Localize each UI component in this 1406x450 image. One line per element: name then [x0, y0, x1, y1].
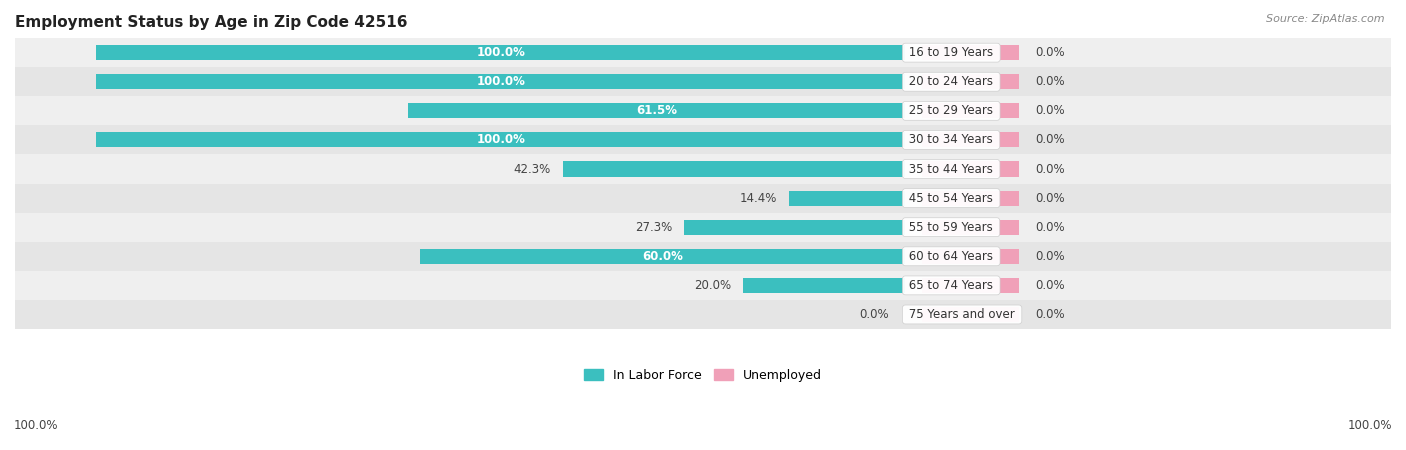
Text: 42.3%: 42.3% [513, 162, 551, 176]
Bar [921, 132, 1019, 148]
Bar [921, 278, 1019, 293]
Bar [96, 45, 905, 60]
Bar [15, 38, 1391, 67]
Bar [921, 220, 1019, 235]
Text: 100.0%: 100.0% [477, 134, 524, 146]
Text: 61.5%: 61.5% [636, 104, 676, 117]
Bar [921, 307, 1019, 322]
Text: 0.0%: 0.0% [1035, 308, 1064, 321]
Text: 60.0%: 60.0% [643, 250, 683, 263]
Bar [921, 45, 1019, 60]
Bar [96, 74, 905, 89]
Text: 0.0%: 0.0% [1035, 250, 1064, 263]
Text: 60 to 64 Years: 60 to 64 Years [905, 250, 997, 263]
Text: 0.0%: 0.0% [1035, 162, 1064, 176]
Text: 30 to 34 Years: 30 to 34 Years [905, 134, 997, 146]
Text: 0.0%: 0.0% [1035, 75, 1064, 88]
Text: 45 to 54 Years: 45 to 54 Years [905, 192, 997, 205]
Text: 55 to 59 Years: 55 to 59 Years [905, 220, 997, 234]
Text: 100.0%: 100.0% [1347, 419, 1392, 432]
Bar [15, 213, 1391, 242]
Text: 20.0%: 20.0% [695, 279, 731, 292]
Text: 0.0%: 0.0% [1035, 46, 1064, 59]
Text: 14.4%: 14.4% [740, 192, 776, 205]
Bar [420, 249, 905, 264]
Bar [921, 190, 1019, 206]
Text: 75 Years and over: 75 Years and over [905, 308, 1019, 321]
Text: 65 to 74 Years: 65 to 74 Years [905, 279, 997, 292]
Text: Source: ZipAtlas.com: Source: ZipAtlas.com [1267, 14, 1385, 23]
Bar [789, 190, 905, 206]
Text: 0.0%: 0.0% [1035, 104, 1064, 117]
Bar [744, 278, 905, 293]
Bar [562, 162, 905, 176]
Bar [15, 271, 1391, 300]
Text: 0.0%: 0.0% [1035, 220, 1064, 234]
Bar [921, 103, 1019, 118]
Bar [15, 184, 1391, 213]
Text: Employment Status by Age in Zip Code 42516: Employment Status by Age in Zip Code 425… [15, 15, 408, 30]
Bar [921, 74, 1019, 89]
Bar [685, 220, 905, 235]
Bar [15, 242, 1391, 271]
Text: 0.0%: 0.0% [859, 308, 889, 321]
Text: 100.0%: 100.0% [477, 46, 524, 59]
Text: 16 to 19 Years: 16 to 19 Years [905, 46, 997, 59]
Text: 0.0%: 0.0% [1035, 134, 1064, 146]
Legend: In Labor Force, Unemployed: In Labor Force, Unemployed [579, 364, 827, 387]
Text: 27.3%: 27.3% [636, 220, 672, 234]
Text: 0.0%: 0.0% [1035, 192, 1064, 205]
Text: 100.0%: 100.0% [477, 75, 524, 88]
Text: 100.0%: 100.0% [14, 419, 59, 432]
Bar [96, 132, 905, 148]
Bar [15, 126, 1391, 154]
Bar [15, 300, 1391, 329]
Text: 35 to 44 Years: 35 to 44 Years [905, 162, 997, 176]
Bar [15, 154, 1391, 184]
Bar [408, 103, 905, 118]
Text: 20 to 24 Years: 20 to 24 Years [905, 75, 997, 88]
Bar [15, 67, 1391, 96]
Bar [15, 96, 1391, 126]
Bar [921, 249, 1019, 264]
Text: 25 to 29 Years: 25 to 29 Years [905, 104, 997, 117]
Bar [921, 162, 1019, 176]
Text: 0.0%: 0.0% [1035, 279, 1064, 292]
